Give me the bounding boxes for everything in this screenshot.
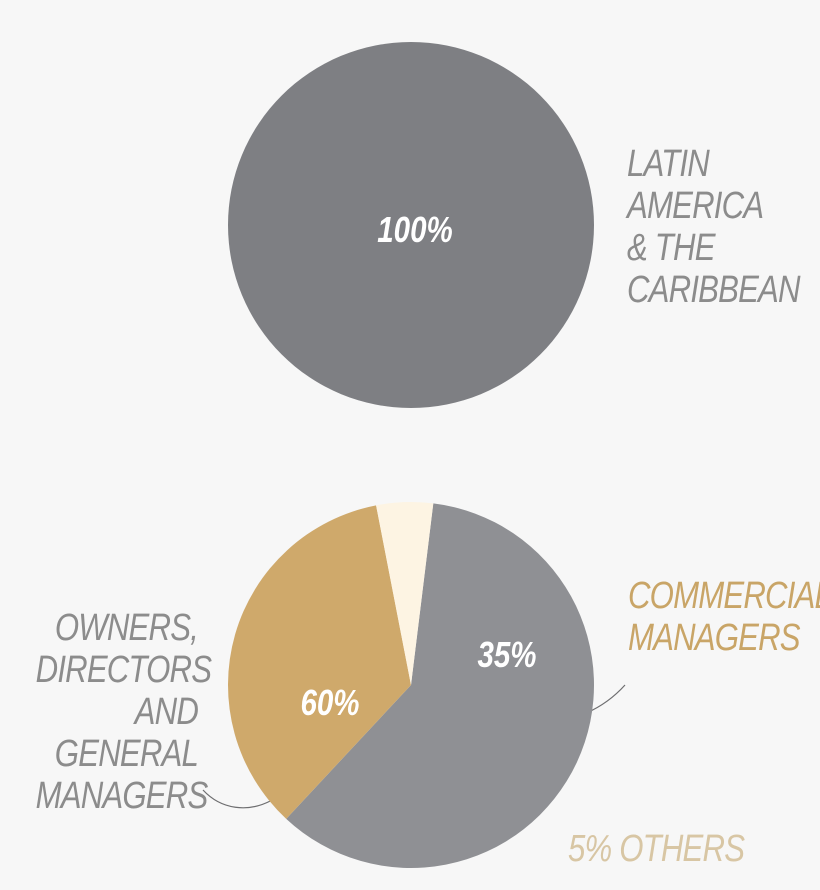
pie-slice <box>227 505 411 819</box>
category-label: COMMERCIAL MANAGERS <box>628 575 820 659</box>
pie-slice <box>228 42 594 408</box>
category-label: LATIN AMERICA & THE CARIBBEAN <box>627 143 801 311</box>
category-label: OWNERS, DIRECTORS AND GENERAL MANAGERS <box>36 607 212 817</box>
pie-slice <box>286 503 594 869</box>
value-label: 100% <box>377 209 453 250</box>
category-text: OTHERS <box>619 828 745 870</box>
category-text: LATIN AMERICA & THE CARIBBEAN <box>627 143 801 311</box>
category-label: 5% OTHERS <box>568 828 781 870</box>
value-label: 60% <box>300 682 360 723</box>
pie-slice <box>376 502 434 685</box>
category-text: OWNERS, DIRECTORS AND GENERAL MANAGERS <box>35 607 212 817</box>
value-label: 5% <box>568 828 612 870</box>
category-text: COMMERCIAL MANAGERS <box>628 575 820 659</box>
value-label: 35% <box>477 634 537 675</box>
